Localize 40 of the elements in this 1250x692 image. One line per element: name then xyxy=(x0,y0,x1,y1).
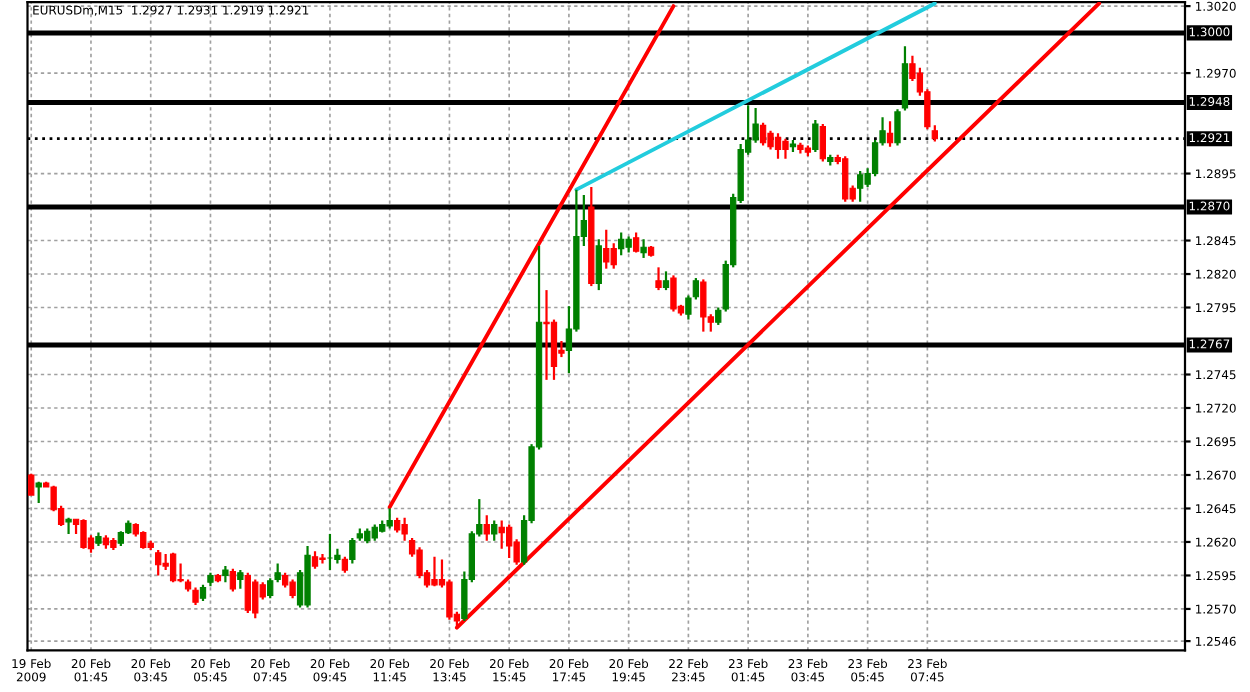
candlestick xyxy=(386,507,393,530)
candlestick xyxy=(431,555,438,588)
candlestick xyxy=(506,523,513,560)
candlestick xyxy=(349,536,356,565)
candlestick xyxy=(244,571,251,615)
candlestick xyxy=(603,228,610,270)
candlestick xyxy=(774,132,782,160)
candlestick xyxy=(80,518,87,550)
candlestick xyxy=(759,121,767,147)
candlestick xyxy=(662,270,670,292)
candlestick xyxy=(670,274,677,313)
candlestick xyxy=(632,231,640,254)
candlestick xyxy=(618,231,625,257)
candlestick xyxy=(812,118,819,154)
candlestick xyxy=(267,577,274,600)
candlestick xyxy=(155,548,162,577)
candlestick xyxy=(416,546,423,580)
candlestick xyxy=(169,551,177,584)
candlestick xyxy=(595,238,602,292)
candlestick xyxy=(655,266,662,292)
candlestick xyxy=(894,108,901,147)
candlestick xyxy=(483,514,490,542)
candlestick xyxy=(782,137,789,160)
candlestick xyxy=(901,45,909,112)
candlestick xyxy=(289,578,296,600)
candlestick xyxy=(326,532,334,572)
candlestick xyxy=(767,129,774,151)
candlestick xyxy=(543,289,550,381)
candlestick xyxy=(856,169,864,203)
candlestick xyxy=(65,516,72,536)
candlestick xyxy=(252,578,259,620)
candlestick xyxy=(498,519,505,550)
candlestick xyxy=(491,519,498,542)
candlestick xyxy=(229,567,237,593)
candlestick xyxy=(842,155,849,203)
candlestick xyxy=(700,278,707,333)
candlestick xyxy=(640,238,647,260)
candlestick xyxy=(886,120,894,148)
candlestick xyxy=(237,568,244,590)
candlestick xyxy=(819,122,826,163)
